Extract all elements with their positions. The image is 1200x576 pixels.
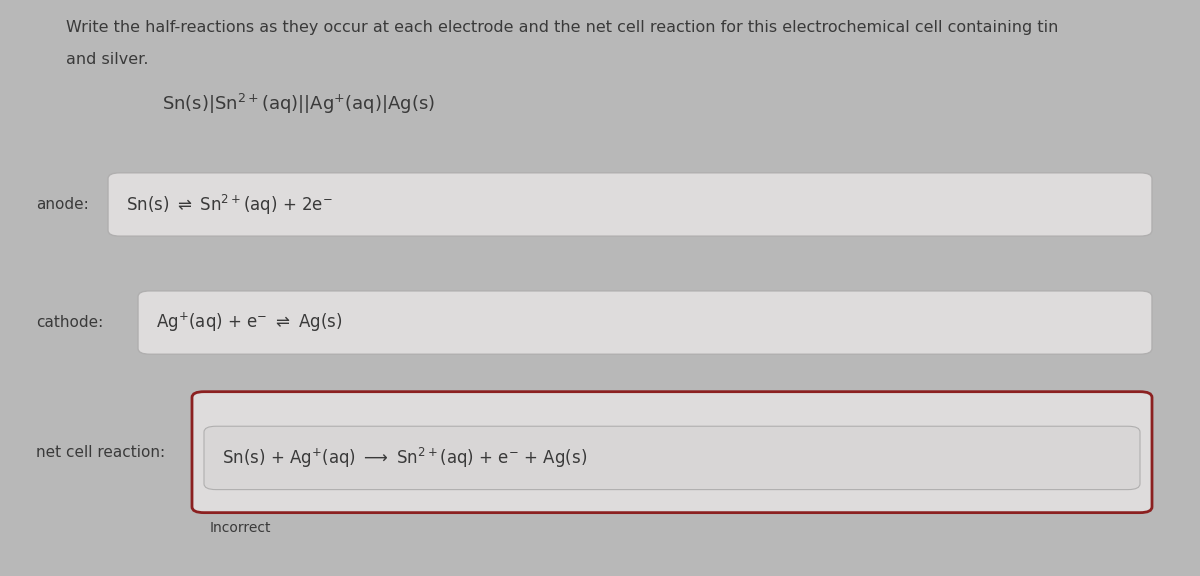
- Text: and silver.: and silver.: [66, 52, 149, 67]
- FancyBboxPatch shape: [108, 173, 1152, 236]
- FancyBboxPatch shape: [138, 291, 1152, 354]
- Text: Incorrect: Incorrect: [210, 521, 271, 535]
- Text: Sn(s) $\rightleftharpoons$ Sn$^{2+}$(aq) + 2e$^{-}$: Sn(s) $\rightleftharpoons$ Sn$^{2+}$(aq)…: [126, 192, 332, 217]
- Text: Write the half-reactions as they occur at each electrode and the net cell reacti: Write the half-reactions as they occur a…: [66, 20, 1058, 35]
- Text: anode:: anode:: [36, 197, 89, 212]
- Text: Sn(s) + Ag$^{+}$(aq) $\longrightarrow$ Sn$^{2+}$(aq) + e$^{-}$ + Ag(s): Sn(s) + Ag$^{+}$(aq) $\longrightarrow$ S…: [222, 446, 587, 470]
- FancyBboxPatch shape: [204, 426, 1140, 490]
- Text: Ag$^{+}$(aq) + e$^{-}$ $\rightleftharpoons$ Ag(s): Ag$^{+}$(aq) + e$^{-}$ $\rightleftharpoo…: [156, 311, 342, 334]
- Text: net cell reaction:: net cell reaction:: [36, 445, 166, 460]
- FancyBboxPatch shape: [192, 392, 1152, 513]
- Text: cathode:: cathode:: [36, 315, 103, 330]
- Text: Sn(s)$|$Sn$^{2+}$(aq)$||$Ag$^{+}$(aq)$|$Ag(s): Sn(s)$|$Sn$^{2+}$(aq)$||$Ag$^{+}$(aq)$|$…: [162, 92, 436, 116]
